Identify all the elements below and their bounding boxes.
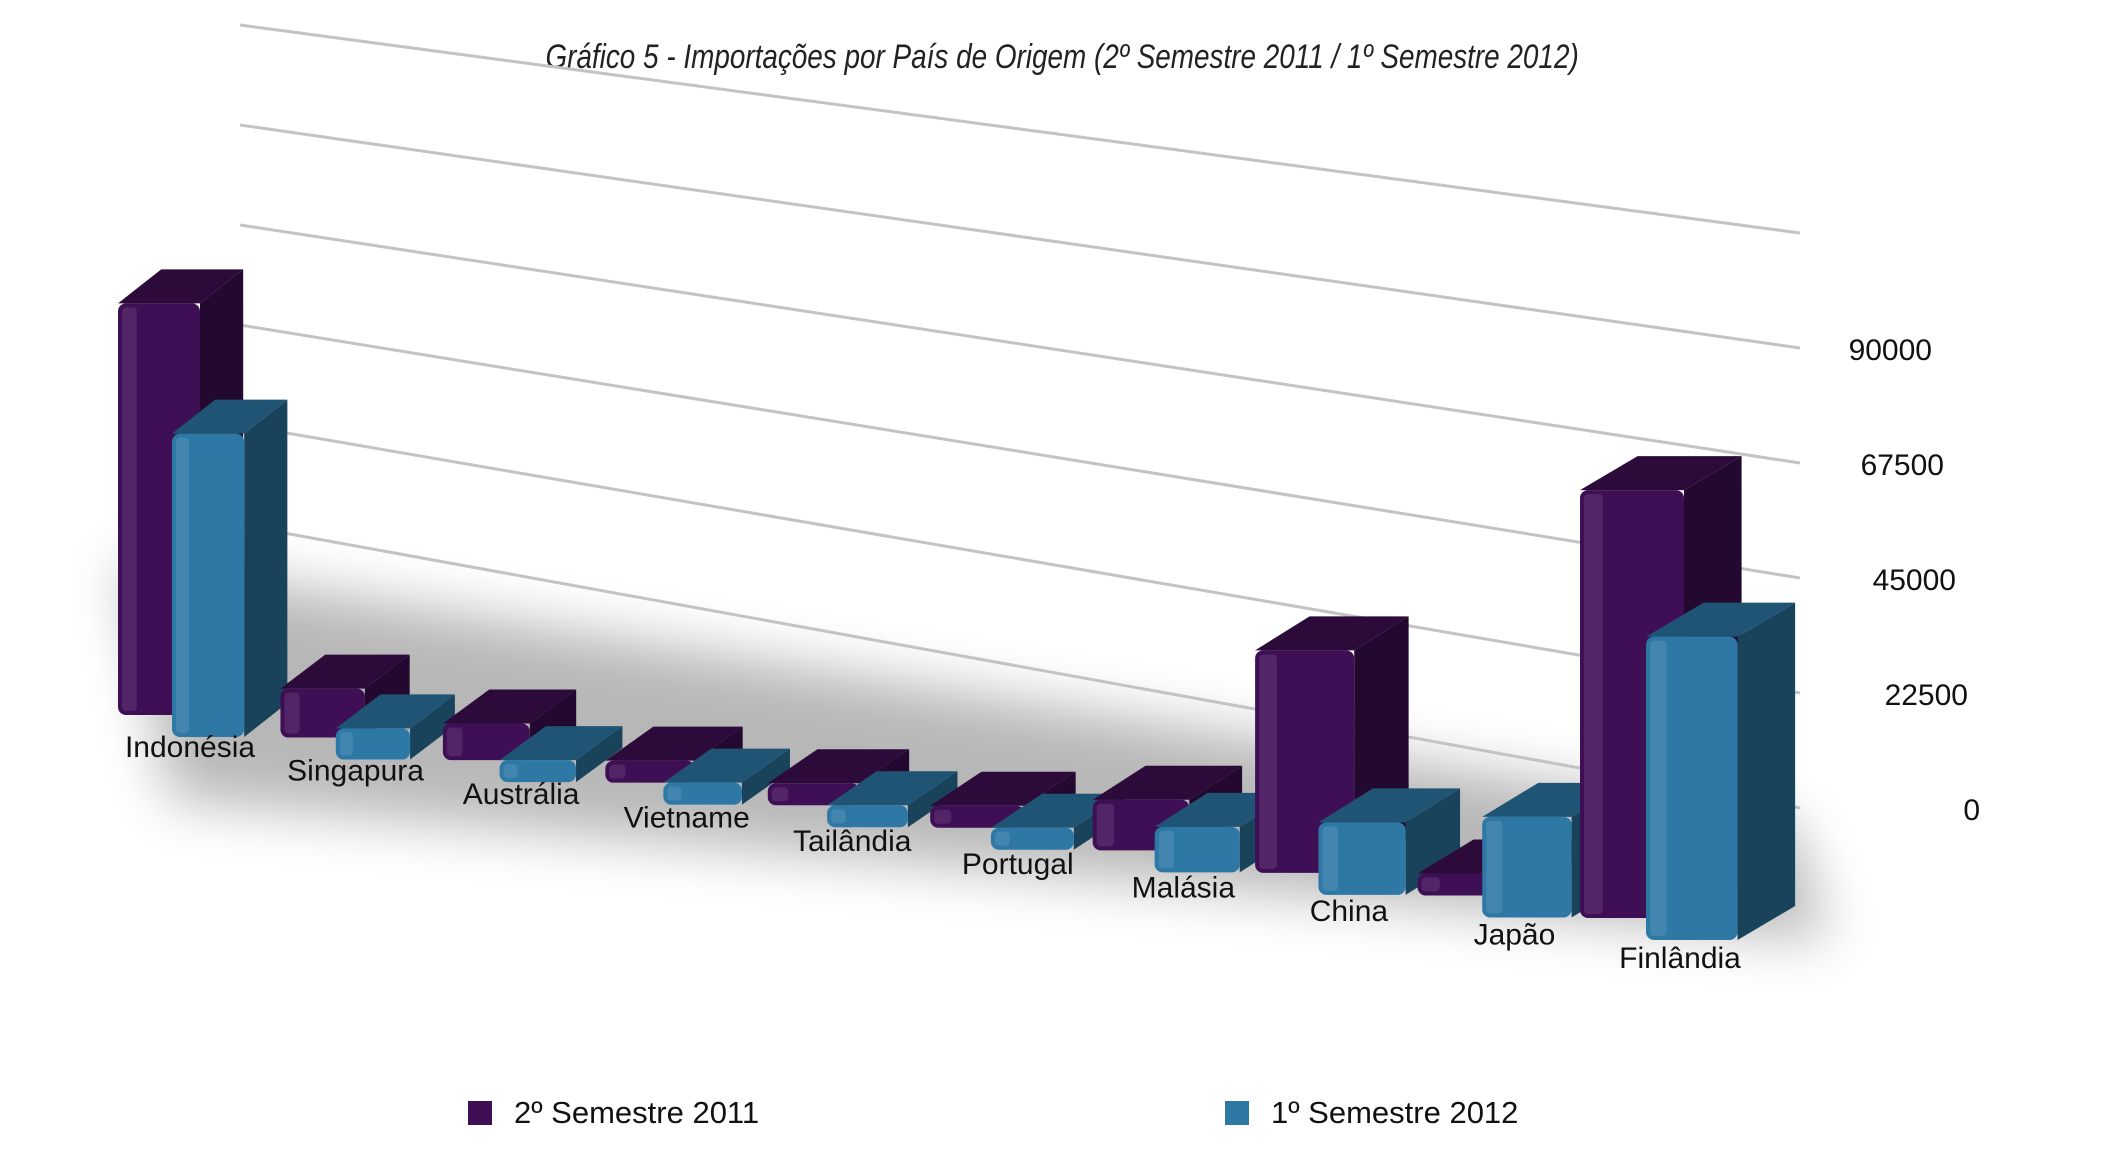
bar-top <box>767 749 910 784</box>
legend-item-series-1: 2º Semestre 2011 <box>468 1095 759 1131</box>
chart-title: Gráfico 5 - Importações por País de Orig… <box>545 38 1579 76</box>
bar-front <box>442 723 530 761</box>
y-tick-label: 45000 <box>1873 564 1956 597</box>
legend-item-series-2: 1º Semestre 2012 <box>1225 1095 1518 1131</box>
bar-front <box>1318 822 1406 895</box>
bar-highlight <box>176 437 189 733</box>
bar-side <box>741 748 790 805</box>
bar-highlight <box>1650 640 1667 936</box>
bar <box>499 726 623 783</box>
bar <box>1646 602 1796 940</box>
bar <box>827 771 958 828</box>
legend-swatch <box>468 1101 492 1125</box>
legend-swatch <box>1225 1101 1249 1125</box>
legend-label: 2º Semestre 2011 <box>514 1095 760 1130</box>
bar-top <box>1580 456 1742 491</box>
legend: 2º Semestre 2011 1º Semestre 2012 <box>0 1095 2109 1145</box>
bar-side <box>576 726 623 783</box>
category-label: Singapura <box>287 754 424 787</box>
bar-top <box>1092 765 1243 800</box>
bars <box>118 269 1796 940</box>
bar-top <box>172 399 288 434</box>
bar-highlight <box>339 732 354 756</box>
bar-highlight <box>503 764 518 779</box>
bar-top <box>990 793 1126 828</box>
bar <box>335 694 455 760</box>
bar-front <box>990 827 1074 850</box>
bar-side <box>244 399 288 737</box>
bar-top <box>335 694 455 729</box>
gridline <box>239 123 1801 350</box>
gridline <box>239 23 1801 235</box>
bar-top <box>605 726 743 761</box>
gridline <box>239 323 1801 580</box>
bar-front <box>827 805 908 828</box>
bar-highlight <box>934 809 952 824</box>
bar-highlight <box>1096 803 1115 847</box>
gridline <box>239 223 1801 465</box>
category-label: Portugal <box>962 848 1074 881</box>
bar-highlight <box>284 692 300 734</box>
bar-front <box>172 433 245 737</box>
bar-highlight <box>994 831 1010 846</box>
bar-top <box>930 771 1076 806</box>
bar-front <box>1154 826 1240 873</box>
bar-front <box>1482 816 1572 918</box>
bar <box>172 399 288 737</box>
gridline <box>239 423 1801 695</box>
bar <box>663 748 790 805</box>
bar-top <box>1646 602 1796 637</box>
bar-front <box>663 782 742 805</box>
bar-highlight <box>1259 654 1277 869</box>
category-label: Indonésia <box>125 731 255 764</box>
bar-highlight <box>1158 830 1174 869</box>
category-label: China <box>1310 895 1389 928</box>
y-tick-label: 67500 <box>1861 449 1944 482</box>
y-tick-label: 0 <box>1963 794 1980 827</box>
bar-side <box>907 771 958 828</box>
bar-side <box>1737 602 1796 940</box>
bar-highlight <box>1584 494 1603 914</box>
gridline <box>239 523 1801 810</box>
category-labels: Indonésia Singapura Austrália Vietname Tailâ… <box>125 731 1741 975</box>
bar-top <box>827 771 958 806</box>
category-label: Tailândia <box>793 825 912 858</box>
bar-highlight <box>1322 826 1339 891</box>
gridlines <box>239 23 1801 810</box>
bar-front <box>335 728 411 760</box>
bar-highlight <box>667 786 682 801</box>
bar-highlight <box>771 787 789 802</box>
category-label: Austrália <box>463 778 580 811</box>
bar-highlight <box>1421 877 1440 892</box>
bar-front <box>499 760 577 783</box>
y-axis-ticks: 0 22500 45000 67500 90000 <box>1849 334 1980 827</box>
category-label: Japão <box>1474 919 1556 952</box>
bar-front <box>1646 636 1738 940</box>
bar-top <box>118 269 244 304</box>
bar-highlight <box>1486 820 1503 914</box>
legend-label: 1º Semestre 2012 <box>1271 1095 1519 1130</box>
bar-highlight <box>446 727 463 757</box>
bar-side <box>410 694 455 760</box>
bar-highlight <box>122 307 137 711</box>
bar-top <box>663 748 790 783</box>
bar-top <box>442 689 577 724</box>
bar-highlight <box>831 809 846 824</box>
category-label: Vietname <box>624 801 750 834</box>
y-tick-label: 22500 <box>1885 679 1968 712</box>
category-label: Malásia <box>1132 872 1236 905</box>
bar-highlight <box>609 764 626 779</box>
bar-top <box>499 726 623 761</box>
y-tick-label: 90000 <box>1849 334 1932 367</box>
bar-top <box>1255 616 1409 651</box>
bar-top <box>1318 788 1461 823</box>
category-label: Finlândia <box>1619 942 1741 975</box>
bar-top <box>280 654 410 689</box>
